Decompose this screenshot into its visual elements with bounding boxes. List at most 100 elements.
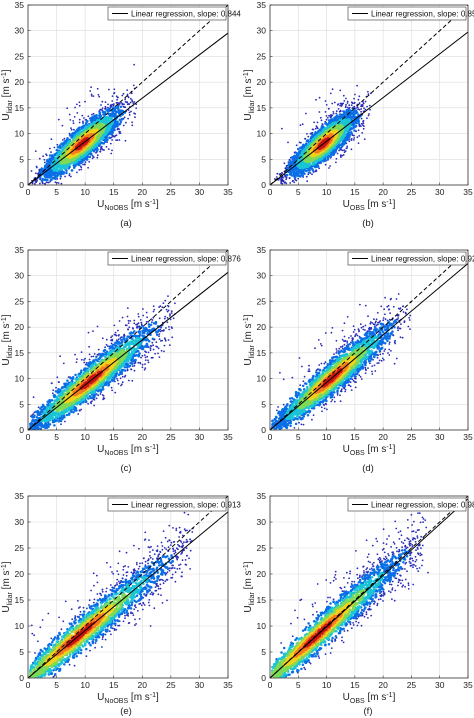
scatter-point [343, 151, 346, 154]
scatter-point [360, 110, 362, 113]
scatter-point [108, 128, 111, 131]
scatter-point [59, 175, 63, 178]
scatter-point [300, 173, 303, 177]
scatter-point [287, 161, 290, 164]
scatter-point [49, 147, 51, 150]
scatter-point [362, 101, 364, 103]
scatter-point [336, 104, 339, 106]
scatter-point [122, 124, 125, 127]
scatter-point [78, 104, 81, 107]
scatter-point [127, 109, 130, 111]
scatter-point [104, 101, 107, 103]
scatter-point [96, 156, 99, 159]
scatter-point [345, 103, 347, 106]
scatter-point [64, 175, 66, 178]
scatter-point [118, 132, 121, 135]
scatter-point [360, 117, 363, 120]
scatter-point [277, 179, 280, 181]
scatter-point [117, 107, 120, 111]
scatter-point [361, 105, 364, 108]
scatter-point [107, 103, 109, 106]
scatter-point [295, 170, 299, 173]
scatter-point [353, 102, 356, 105]
scatter-point [357, 108, 359, 110]
scatter-point [130, 92, 133, 95]
scatter-point [110, 152, 113, 155]
scatter-point [45, 181, 48, 184]
scatter-point [353, 105, 356, 108]
scatter-point [107, 148, 110, 151]
scatter-point [50, 138, 53, 141]
scatter-point [295, 144, 298, 147]
scatter-point [352, 117, 355, 120]
scatter-point [123, 116, 126, 119]
scatter-point [97, 93, 100, 96]
panel-label: (a) [120, 218, 132, 229]
y-tick-label: 30 [15, 26, 25, 36]
scatter-point [68, 132, 71, 135]
x-tick-label: 30 [195, 187, 205, 197]
scatter-point [366, 105, 368, 108]
scatter-point [312, 171, 315, 174]
scatter-point [315, 98, 317, 101]
scatter-point [123, 106, 126, 109]
scatter-point [363, 138, 366, 141]
scatter-point [352, 139, 355, 141]
scatter-point [113, 103, 115, 105]
scatter-point [118, 130, 120, 133]
scatter-point [125, 121, 127, 124]
axes-frame [27, 4, 229, 186]
scatter-point [70, 127, 72, 129]
scatter-point [336, 152, 339, 155]
scatter-point [360, 122, 363, 125]
scatter-point [43, 158, 46, 161]
scatter-point [307, 135, 310, 138]
scatter-point [107, 116, 111, 120]
scatter-point [82, 158, 85, 161]
scatter-point [57, 182, 60, 184]
scatter-point [339, 154, 342, 157]
regression-line [28, 32, 228, 185]
scatter-point [131, 100, 134, 103]
scatter-point [113, 92, 115, 95]
scatter-point [56, 143, 59, 146]
scatter-point [284, 181, 287, 184]
scatter-point [326, 156, 330, 160]
scatter-point [50, 151, 52, 154]
scatter-point [122, 92, 125, 95]
scatter-point [92, 156, 95, 159]
scatter-point [357, 142, 360, 145]
scatter-point [82, 163, 84, 166]
scatter-point [345, 147, 348, 150]
scatter-point [34, 150, 37, 153]
scatter-points [273, 84, 372, 185]
scatter-point [92, 115, 96, 118]
scatter-point [35, 172, 37, 175]
scatter-point [367, 114, 370, 117]
scatter-point [57, 118, 60, 121]
scatter-point [300, 141, 302, 144]
scatter-point [307, 173, 310, 176]
scatter-point [61, 139, 64, 141]
scatter-point [70, 175, 72, 178]
scatter-point [76, 112, 79, 114]
scatter-point [65, 171, 68, 175]
x-tick-label: 25 [166, 187, 176, 197]
scatter-point [98, 95, 101, 98]
scatter-point [84, 121, 88, 125]
scatter-point [70, 128, 73, 131]
scatter-point [293, 181, 296, 184]
scatter-point [126, 89, 129, 91]
x-tick-label: 15 [109, 187, 119, 197]
scatter-point [117, 111, 121, 115]
scatter-point [123, 103, 125, 106]
scatter-point [346, 102, 349, 104]
scatter-point [133, 63, 136, 66]
scatter-point [68, 113, 71, 116]
scatter-point [358, 108, 361, 111]
scatter-point [110, 105, 113, 107]
scatter-point [104, 107, 107, 110]
scatter-point [54, 181, 57, 184]
scatter-point [101, 107, 104, 109]
scatter-point [367, 90, 369, 93]
